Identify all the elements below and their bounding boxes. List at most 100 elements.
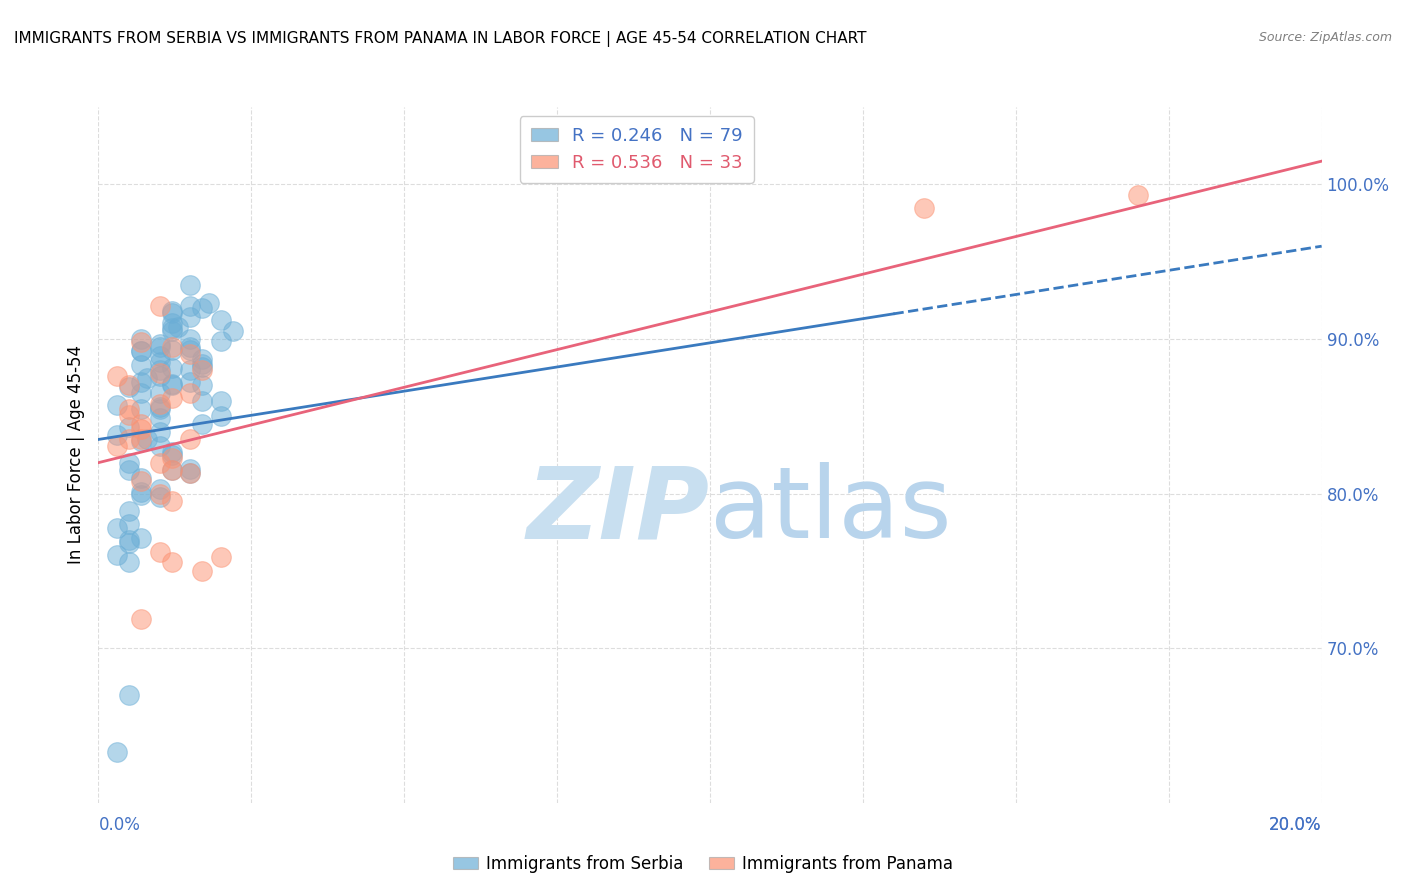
Point <box>129 344 152 359</box>
Point <box>118 517 141 532</box>
Point <box>160 445 183 459</box>
Point <box>149 425 172 439</box>
Text: 20.0%: 20.0% <box>1270 816 1322 834</box>
Point <box>149 336 172 351</box>
Point <box>160 304 183 318</box>
Point <box>118 401 141 416</box>
Point <box>149 397 172 411</box>
Y-axis label: In Labor Force | Age 45-54: In Labor Force | Age 45-54 <box>66 345 84 565</box>
Point <box>129 332 152 346</box>
Point <box>191 359 214 374</box>
Point <box>149 401 172 416</box>
Point <box>149 366 172 380</box>
Point <box>136 433 159 447</box>
Point <box>136 370 159 384</box>
Point <box>149 400 172 414</box>
Point <box>160 317 183 331</box>
Text: ZIP: ZIP <box>527 462 710 559</box>
Point <box>129 434 152 448</box>
Text: 0.0%: 0.0% <box>98 816 141 834</box>
Point <box>149 490 172 504</box>
Point <box>160 391 183 405</box>
Point <box>118 463 141 477</box>
Point <box>160 448 183 462</box>
Point <box>129 433 152 447</box>
Point <box>149 340 172 354</box>
Point <box>149 363 172 377</box>
Point <box>129 485 152 500</box>
Point <box>179 340 201 354</box>
Point <box>179 467 201 481</box>
Legend: R = 0.246   N = 79, R = 0.536   N = 33: R = 0.246 N = 79, R = 0.536 N = 33 <box>520 116 754 183</box>
Point <box>191 393 214 408</box>
Legend: Immigrants from Serbia, Immigrants from Panama: Immigrants from Serbia, Immigrants from … <box>446 848 960 880</box>
Point <box>191 352 214 367</box>
Point <box>179 343 201 357</box>
Point <box>149 456 172 470</box>
Point <box>105 439 128 453</box>
Point <box>118 433 141 447</box>
Point <box>222 324 245 338</box>
Text: Source: ZipAtlas.com: Source: ZipAtlas.com <box>1258 31 1392 45</box>
Point <box>160 378 183 392</box>
Point <box>160 450 183 465</box>
Point <box>149 355 172 369</box>
Point <box>160 306 183 320</box>
Point <box>160 463 183 477</box>
Point <box>105 369 128 384</box>
Point <box>179 467 201 481</box>
Text: atlas: atlas <box>710 462 952 559</box>
Point <box>209 313 232 327</box>
Point <box>129 358 152 372</box>
Point <box>191 363 214 377</box>
Point <box>149 439 172 453</box>
Point <box>179 363 201 377</box>
Point <box>105 399 128 413</box>
Point <box>912 201 935 215</box>
Point <box>209 549 232 564</box>
Point <box>118 378 141 392</box>
Point <box>129 386 152 401</box>
Point <box>118 533 141 547</box>
Point <box>179 277 201 292</box>
Point <box>209 393 232 408</box>
Point <box>160 340 183 354</box>
Point <box>179 310 201 325</box>
Point <box>105 745 128 759</box>
Point <box>118 503 141 517</box>
Point <box>179 347 201 361</box>
Point <box>179 376 201 390</box>
Point <box>105 549 128 563</box>
Point <box>160 376 183 391</box>
Text: IMMIGRANTS FROM SERBIA VS IMMIGRANTS FROM PANAMA IN LABOR FORCE | AGE 45-54 CORR: IMMIGRANTS FROM SERBIA VS IMMIGRANTS FRO… <box>14 31 866 47</box>
Point <box>160 555 183 569</box>
Point <box>129 488 152 502</box>
Point <box>118 688 141 702</box>
Point <box>129 417 152 431</box>
Point <box>179 332 201 346</box>
Point <box>209 334 232 348</box>
Point <box>160 494 183 508</box>
Point <box>191 378 214 392</box>
Point <box>118 555 141 569</box>
Point <box>129 422 152 436</box>
Point <box>149 300 172 314</box>
Point <box>118 420 141 434</box>
Point <box>179 433 201 447</box>
Point <box>149 386 172 401</box>
Point <box>105 520 128 534</box>
Point <box>209 409 232 424</box>
Point <box>160 321 183 335</box>
Point <box>129 334 152 349</box>
Point <box>149 545 172 559</box>
Point <box>149 482 172 496</box>
Point <box>129 401 152 416</box>
Point <box>149 369 172 384</box>
Point <box>129 474 152 488</box>
Point <box>179 300 201 314</box>
Point <box>149 349 172 363</box>
Point <box>1128 188 1150 202</box>
Point <box>160 361 183 376</box>
Point <box>160 463 183 477</box>
Point <box>160 324 183 338</box>
